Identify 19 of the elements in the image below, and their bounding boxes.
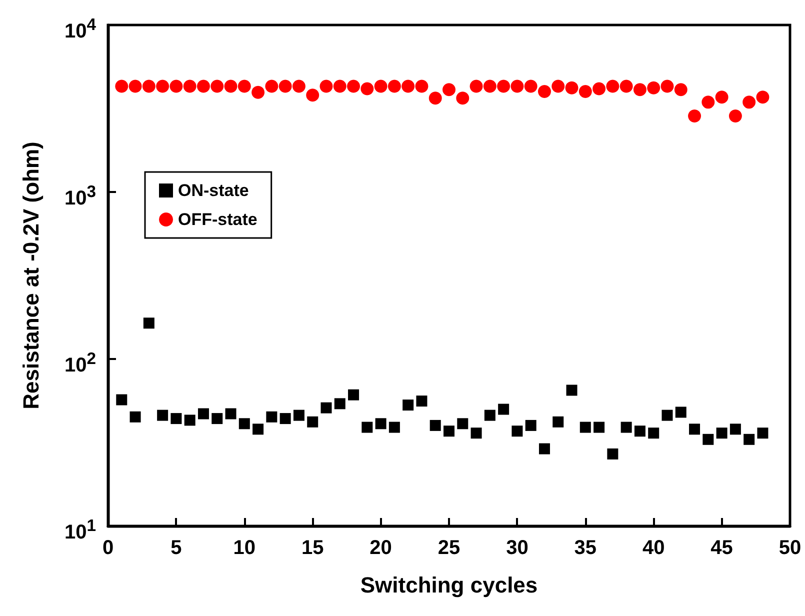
x-tick-label: 45: [710, 537, 733, 559]
x-tick-label: 20: [370, 537, 392, 559]
x-tick-label: 5: [170, 537, 182, 559]
x-tick-label: 35: [574, 537, 597, 559]
x-tick-label: 15: [301, 537, 324, 559]
y-tick-label: 10$^{4}$: [64, 14, 96, 43]
y-tick-label: 10$^{1}$: [64, 515, 96, 544]
x-tick-label: 0: [102, 537, 114, 559]
y-axis-title: Resistance at -0.2V (ohm): [18, 142, 44, 410]
x-tick-label: 30: [506, 537, 528, 559]
x-tick-label: 40: [642, 537, 665, 559]
legend-label: OFF-state: [178, 210, 258, 229]
x-axis-title: Switching cycles: [360, 572, 538, 598]
x-tick-label: 50: [778, 537, 802, 559]
x-tick-label: 25: [438, 537, 460, 559]
legend-label: ON-state: [178, 181, 249, 200]
y-tick-label: 10$^{2}$: [64, 348, 96, 377]
x-tick-label: 10: [233, 537, 256, 559]
y-tick-label: 10$^{3}$: [64, 181, 96, 210]
